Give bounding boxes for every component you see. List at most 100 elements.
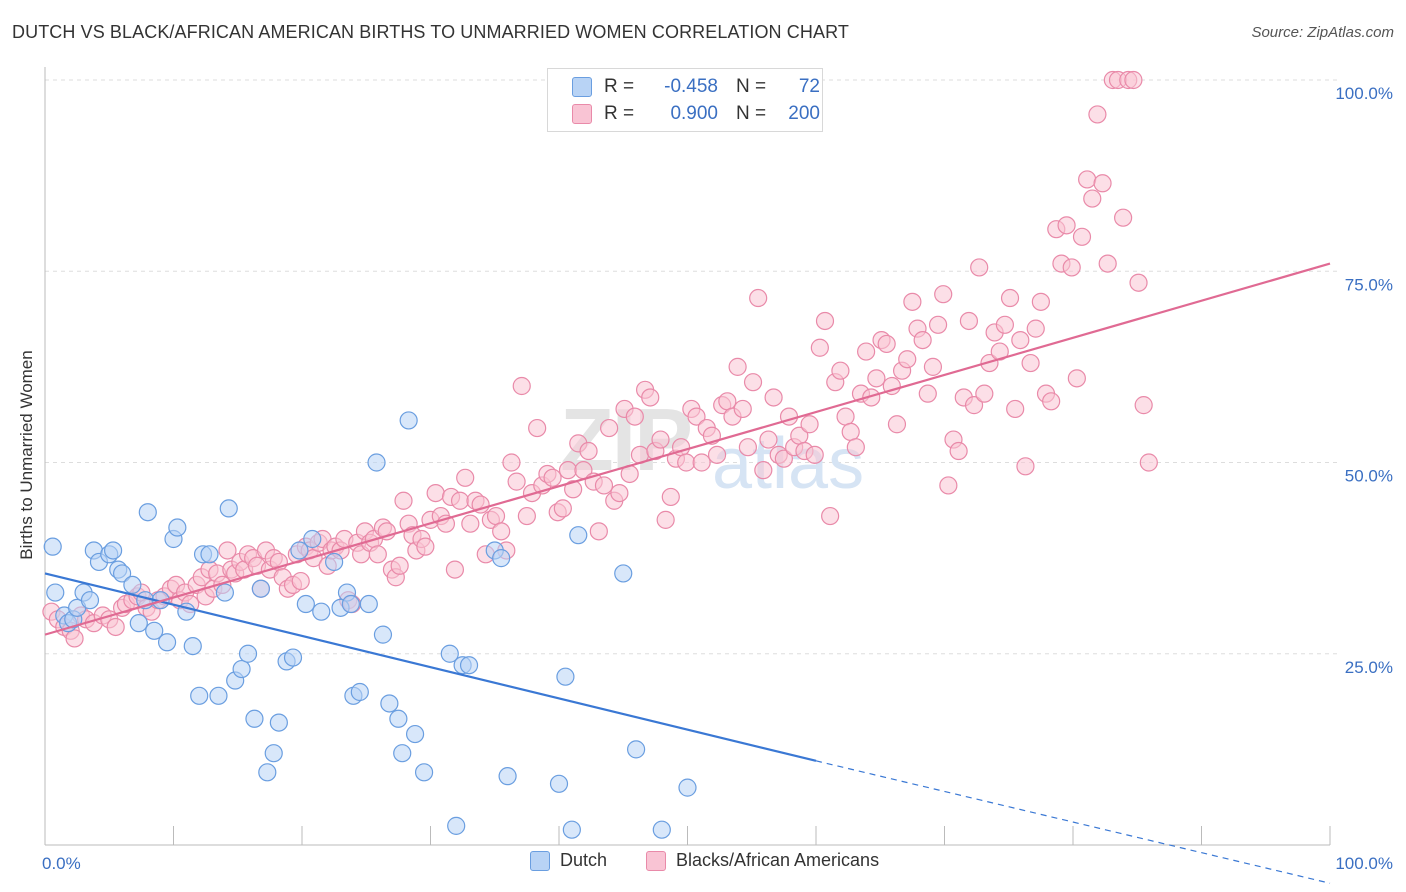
dutch-point	[373, 625, 393, 644]
dutch-point	[367, 453, 386, 472]
black-point	[877, 334, 896, 354]
black-point	[394, 491, 413, 510]
black-point	[928, 315, 948, 334]
black-point	[1088, 105, 1107, 124]
black-point	[887, 415, 907, 434]
dutch-point	[129, 614, 148, 633]
black-point	[390, 556, 409, 575]
dutch-point	[215, 583, 234, 602]
black-point	[815, 311, 835, 331]
black-point	[558, 461, 578, 480]
black-point	[733, 399, 752, 419]
black-point	[492, 522, 511, 541]
black-point	[1129, 273, 1148, 292]
dutch-point	[678, 778, 697, 797]
dutch-point	[399, 411, 418, 430]
dutch-point	[43, 537, 62, 556]
black-point	[718, 392, 737, 411]
black-point	[589, 522, 608, 541]
bottom-legend-black[interactable]: Blacks/African Americans	[646, 850, 879, 871]
dutch-point	[440, 644, 459, 663]
dutch-point	[303, 529, 322, 549]
dutch-point	[245, 709, 264, 728]
black-point	[934, 285, 953, 304]
dutch-point	[157, 633, 177, 652]
dutch-point	[296, 594, 315, 614]
black-point	[471, 495, 490, 514]
dutch-point	[46, 583, 65, 602]
black-point	[841, 422, 860, 441]
black-point	[651, 430, 670, 449]
black-point	[743, 373, 763, 392]
dutch-point	[562, 820, 581, 839]
black-point	[749, 288, 768, 308]
black-point	[517, 506, 536, 526]
dutch-point	[168, 518, 187, 537]
dutch-trend-extension	[815, 760, 1331, 884]
black-point	[975, 384, 994, 403]
black-point	[625, 407, 644, 426]
black-point	[1062, 258, 1081, 277]
black-point	[368, 545, 387, 564]
black-point	[1026, 319, 1045, 338]
black-point	[450, 491, 470, 510]
black-point	[641, 388, 660, 407]
chart-source: Source: ZipAtlas.com	[1251, 24, 1394, 41]
dutch-point	[290, 541, 309, 560]
black-point	[964, 396, 984, 415]
black-point	[1093, 174, 1112, 193]
dutch-point	[80, 591, 100, 610]
black-point	[677, 453, 696, 472]
black-point	[610, 484, 629, 503]
y-axis-label: Births to Unmarried Women	[17, 350, 36, 559]
dutch-point	[549, 774, 569, 793]
black-point	[1021, 353, 1040, 373]
dutch-point	[405, 724, 425, 744]
black-point	[949, 441, 968, 461]
black-point	[939, 476, 958, 495]
dutch-point	[389, 709, 408, 728]
black-point	[579, 441, 598, 461]
dutch-point	[264, 744, 283, 763]
dutch-point	[393, 744, 412, 763]
legend-box: R = -0.458 N = 72 R = 0.900 N = 200	[547, 68, 823, 132]
black-point	[1031, 292, 1050, 311]
dutch-point	[258, 763, 277, 782]
black-point	[1011, 331, 1030, 350]
y-tick-label: 50.0%	[1345, 467, 1393, 486]
dutch-point	[145, 621, 164, 640]
black-point	[106, 617, 125, 637]
black-point	[707, 445, 727, 464]
black-point	[1078, 170, 1097, 189]
black-point	[218, 541, 237, 560]
black-point	[764, 388, 783, 407]
legend-swatch-black	[572, 104, 592, 124]
points-layer	[42, 70, 1158, 839]
black-point	[291, 571, 310, 591]
black-point	[456, 468, 475, 487]
dutch-point	[283, 648, 303, 667]
black-point	[898, 350, 917, 369]
black-point	[1042, 392, 1061, 411]
dutch-point	[325, 552, 344, 572]
dutch-point	[652, 820, 671, 839]
dutch-point	[359, 594, 378, 614]
dutch-point	[498, 767, 517, 786]
dutch-point	[112, 564, 132, 583]
black-point	[759, 430, 778, 449]
black-point	[692, 453, 711, 472]
black-point	[564, 480, 583, 499]
bottom-legend: Dutch Blacks/African Americans	[0, 850, 1406, 880]
bottom-legend-dutch[interactable]: Dutch	[530, 850, 607, 871]
chart-title: DUTCH VS BLACK/AFRICAN AMERICAN BIRTHS T…	[12, 22, 849, 42]
dutch-point	[556, 667, 575, 686]
black-point	[846, 438, 865, 457]
dutch-point	[190, 686, 209, 705]
black-point	[543, 468, 562, 487]
dutch-point	[219, 499, 238, 518]
black-point	[913, 331, 932, 350]
black-point	[1124, 70, 1143, 90]
legend-r-label: R =	[604, 103, 635, 124]
black-point	[507, 472, 526, 491]
